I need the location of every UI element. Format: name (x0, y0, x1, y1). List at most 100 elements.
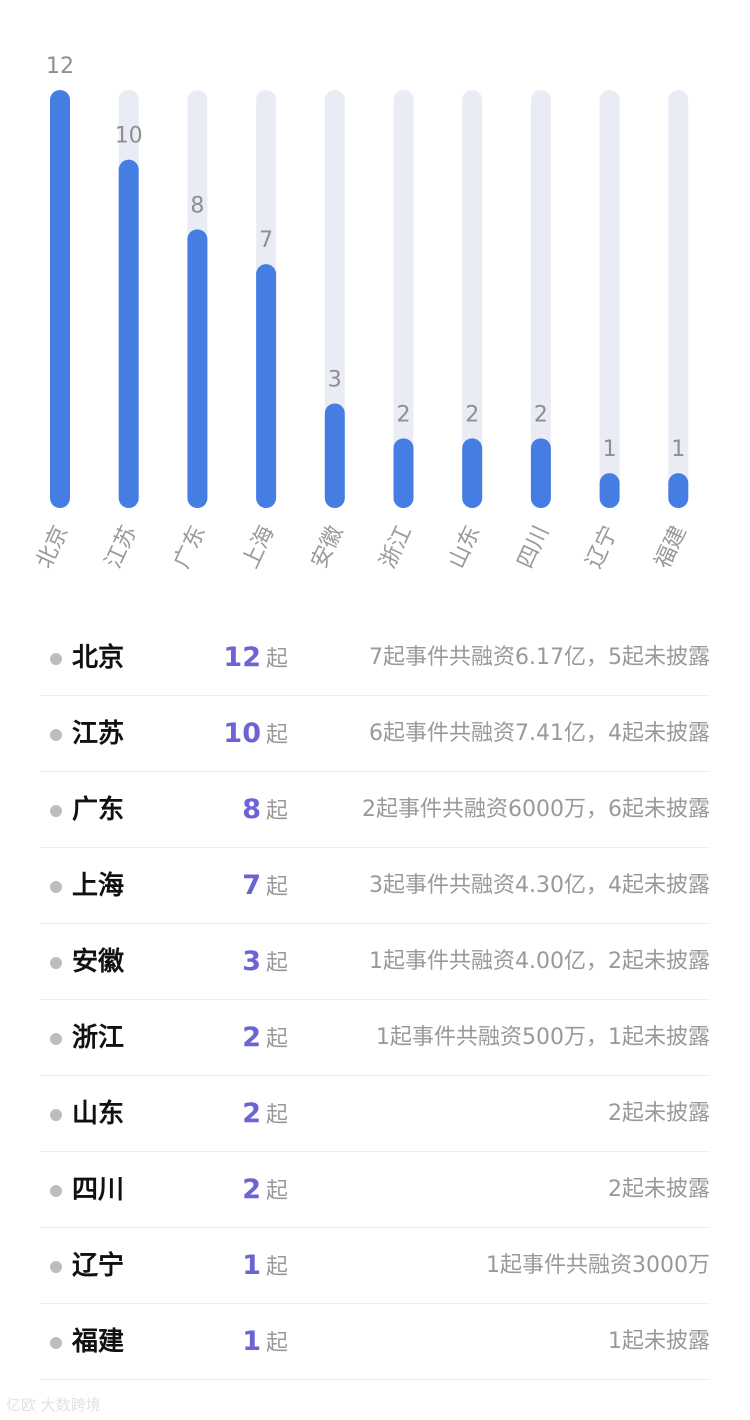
bar (393, 438, 414, 508)
financing-description: 2起事件共融资6000万，6起未披露 (362, 797, 710, 822)
province-name: 上海 (72, 871, 125, 901)
bullet-dot (50, 957, 62, 969)
bullet-dot (50, 653, 62, 665)
event-count-unit: 起 (265, 1179, 288, 1204)
x-tick-label: 浙江 (376, 522, 417, 572)
bar-track (668, 90, 689, 508)
financing-description: 7起事件共融资6.17亿，5起未披露 (369, 645, 710, 670)
x-tick-label: 山东 (444, 522, 485, 572)
province-row: 山东 2 起 2起未披露 (40, 1076, 710, 1152)
x-tick-label: 江苏 (101, 522, 142, 572)
bullet-dot (50, 1109, 62, 1121)
financing-description: 1起事件共融资3000万 (486, 1253, 710, 1278)
bar-track (462, 90, 483, 508)
x-tick-label: 北京 (32, 522, 73, 572)
x-tick-label: 安徽 (307, 522, 348, 572)
province-list: 北京 12 起 7起事件共融资6.17亿，5起未披露 江苏 10 起 6起事件共融资7.41亿… (40, 620, 710, 1380)
province-name: 安徽 (72, 947, 125, 977)
financing-description: 3起事件共融资4.30亿，4起未披露 (369, 873, 710, 898)
event-count-number: 8 (242, 794, 261, 825)
bar (50, 90, 70, 508)
bar-track (324, 90, 345, 508)
x-tick-label: 辽宁 (582, 522, 623, 572)
bullet-dot (50, 1337, 62, 1349)
event-count-unit: 起 (265, 1103, 288, 1128)
event-count-unit: 起 (265, 1331, 288, 1356)
bar (187, 229, 208, 509)
event-count-number: 2 (242, 1022, 261, 1053)
event-count-unit: 起 (265, 723, 288, 748)
event-count-unit: 起 (265, 1027, 288, 1052)
bar (668, 473, 689, 508)
province-bar-chart: 12 北京 10 江苏 8 广东 7 上海 3 安徽 2 浙江 2 山东 2 四川 1 辽宁 1 福建 (32, 54, 692, 572)
bullet-dot (50, 729, 62, 741)
bar-value-label: 2 (534, 402, 548, 427)
province-name: 山东 (72, 1099, 125, 1129)
event-count-unit: 起 (265, 647, 288, 672)
financing-description: 1起事件共融资4.00亿，2起未披露 (369, 949, 710, 974)
event-count-unit: 起 (265, 1255, 288, 1280)
province-name: 四川 (72, 1175, 125, 1205)
bar-value-label: 2 (465, 402, 479, 427)
bar (256, 264, 277, 508)
event-count-number: 10 (223, 718, 261, 749)
financing-description: 2起未披露 (608, 1101, 710, 1126)
bar (462, 438, 483, 508)
event-count-number: 1 (242, 1326, 261, 1357)
province-row: 辽宁 1 起 1起事件共融资3000万 (40, 1228, 710, 1304)
province-row: 福建 1 起 1起未披露 (40, 1304, 710, 1380)
province-name: 浙江 (72, 1023, 125, 1053)
watermark: 亿欧 大数跨境 (6, 1396, 101, 1414)
bar (118, 159, 139, 508)
event-count-number: 2 (242, 1098, 261, 1129)
bar-value-label: 8 (190, 193, 204, 218)
bullet-dot (50, 1261, 62, 1273)
province-row: 四川 2 起 2起未披露 (40, 1152, 710, 1228)
bar-value-label: 7 (259, 228, 273, 253)
bar-value-label: 2 (397, 402, 411, 427)
bar-value-label: 1 (671, 437, 685, 462)
bullet-dot (50, 1185, 62, 1197)
bar (530, 438, 551, 508)
event-count-number: 1 (242, 1250, 261, 1281)
x-tick-label: 上海 (238, 522, 279, 572)
event-count-number: 12 (223, 642, 261, 673)
event-count-unit: 起 (265, 799, 288, 824)
province-row: 浙江 2 起 1起事件共融资500万，1起未披露 (40, 1000, 710, 1076)
province-name: 江苏 (72, 719, 125, 749)
province-row: 江苏 10 起 6起事件共融资7.41亿，4起未披露 (40, 696, 710, 772)
financing-description: 1起事件共融资500万，1起未披露 (376, 1025, 710, 1050)
x-tick-label: 四川 (513, 522, 554, 572)
bar (599, 473, 620, 508)
bar-value-label: 12 (46, 54, 74, 79)
bar-track (599, 90, 620, 508)
province-name: 福建 (72, 1327, 125, 1357)
bullet-dot (50, 881, 62, 893)
bullet-dot (50, 805, 62, 817)
province-row: 上海 7 起 3起事件共融资4.30亿，4起未披露 (40, 848, 710, 924)
financing-description: 2起未披露 (608, 1177, 710, 1202)
event-count-unit: 起 (265, 875, 288, 900)
bar-value-label: 10 (115, 124, 143, 149)
province-row: 广东 8 起 2起事件共融资6000万，6起未披露 (40, 772, 710, 848)
event-count-number: 7 (242, 870, 261, 901)
province-name: 辽宁 (72, 1251, 125, 1281)
financing-description: 1起未披露 (608, 1329, 710, 1354)
financing-description: 6起事件共融资7.41亿，4起未披露 (369, 721, 710, 746)
x-tick-label: 福建 (650, 522, 691, 572)
bar-track (530, 90, 551, 508)
event-count-number: 3 (242, 946, 261, 977)
bar (324, 403, 345, 508)
event-count-number: 2 (242, 1174, 261, 1205)
province-row: 安徽 3 起 1起事件共融资4.00亿，2起未披露 (40, 924, 710, 1000)
province-name: 广东 (72, 795, 125, 825)
province-name: 北京 (72, 643, 125, 673)
